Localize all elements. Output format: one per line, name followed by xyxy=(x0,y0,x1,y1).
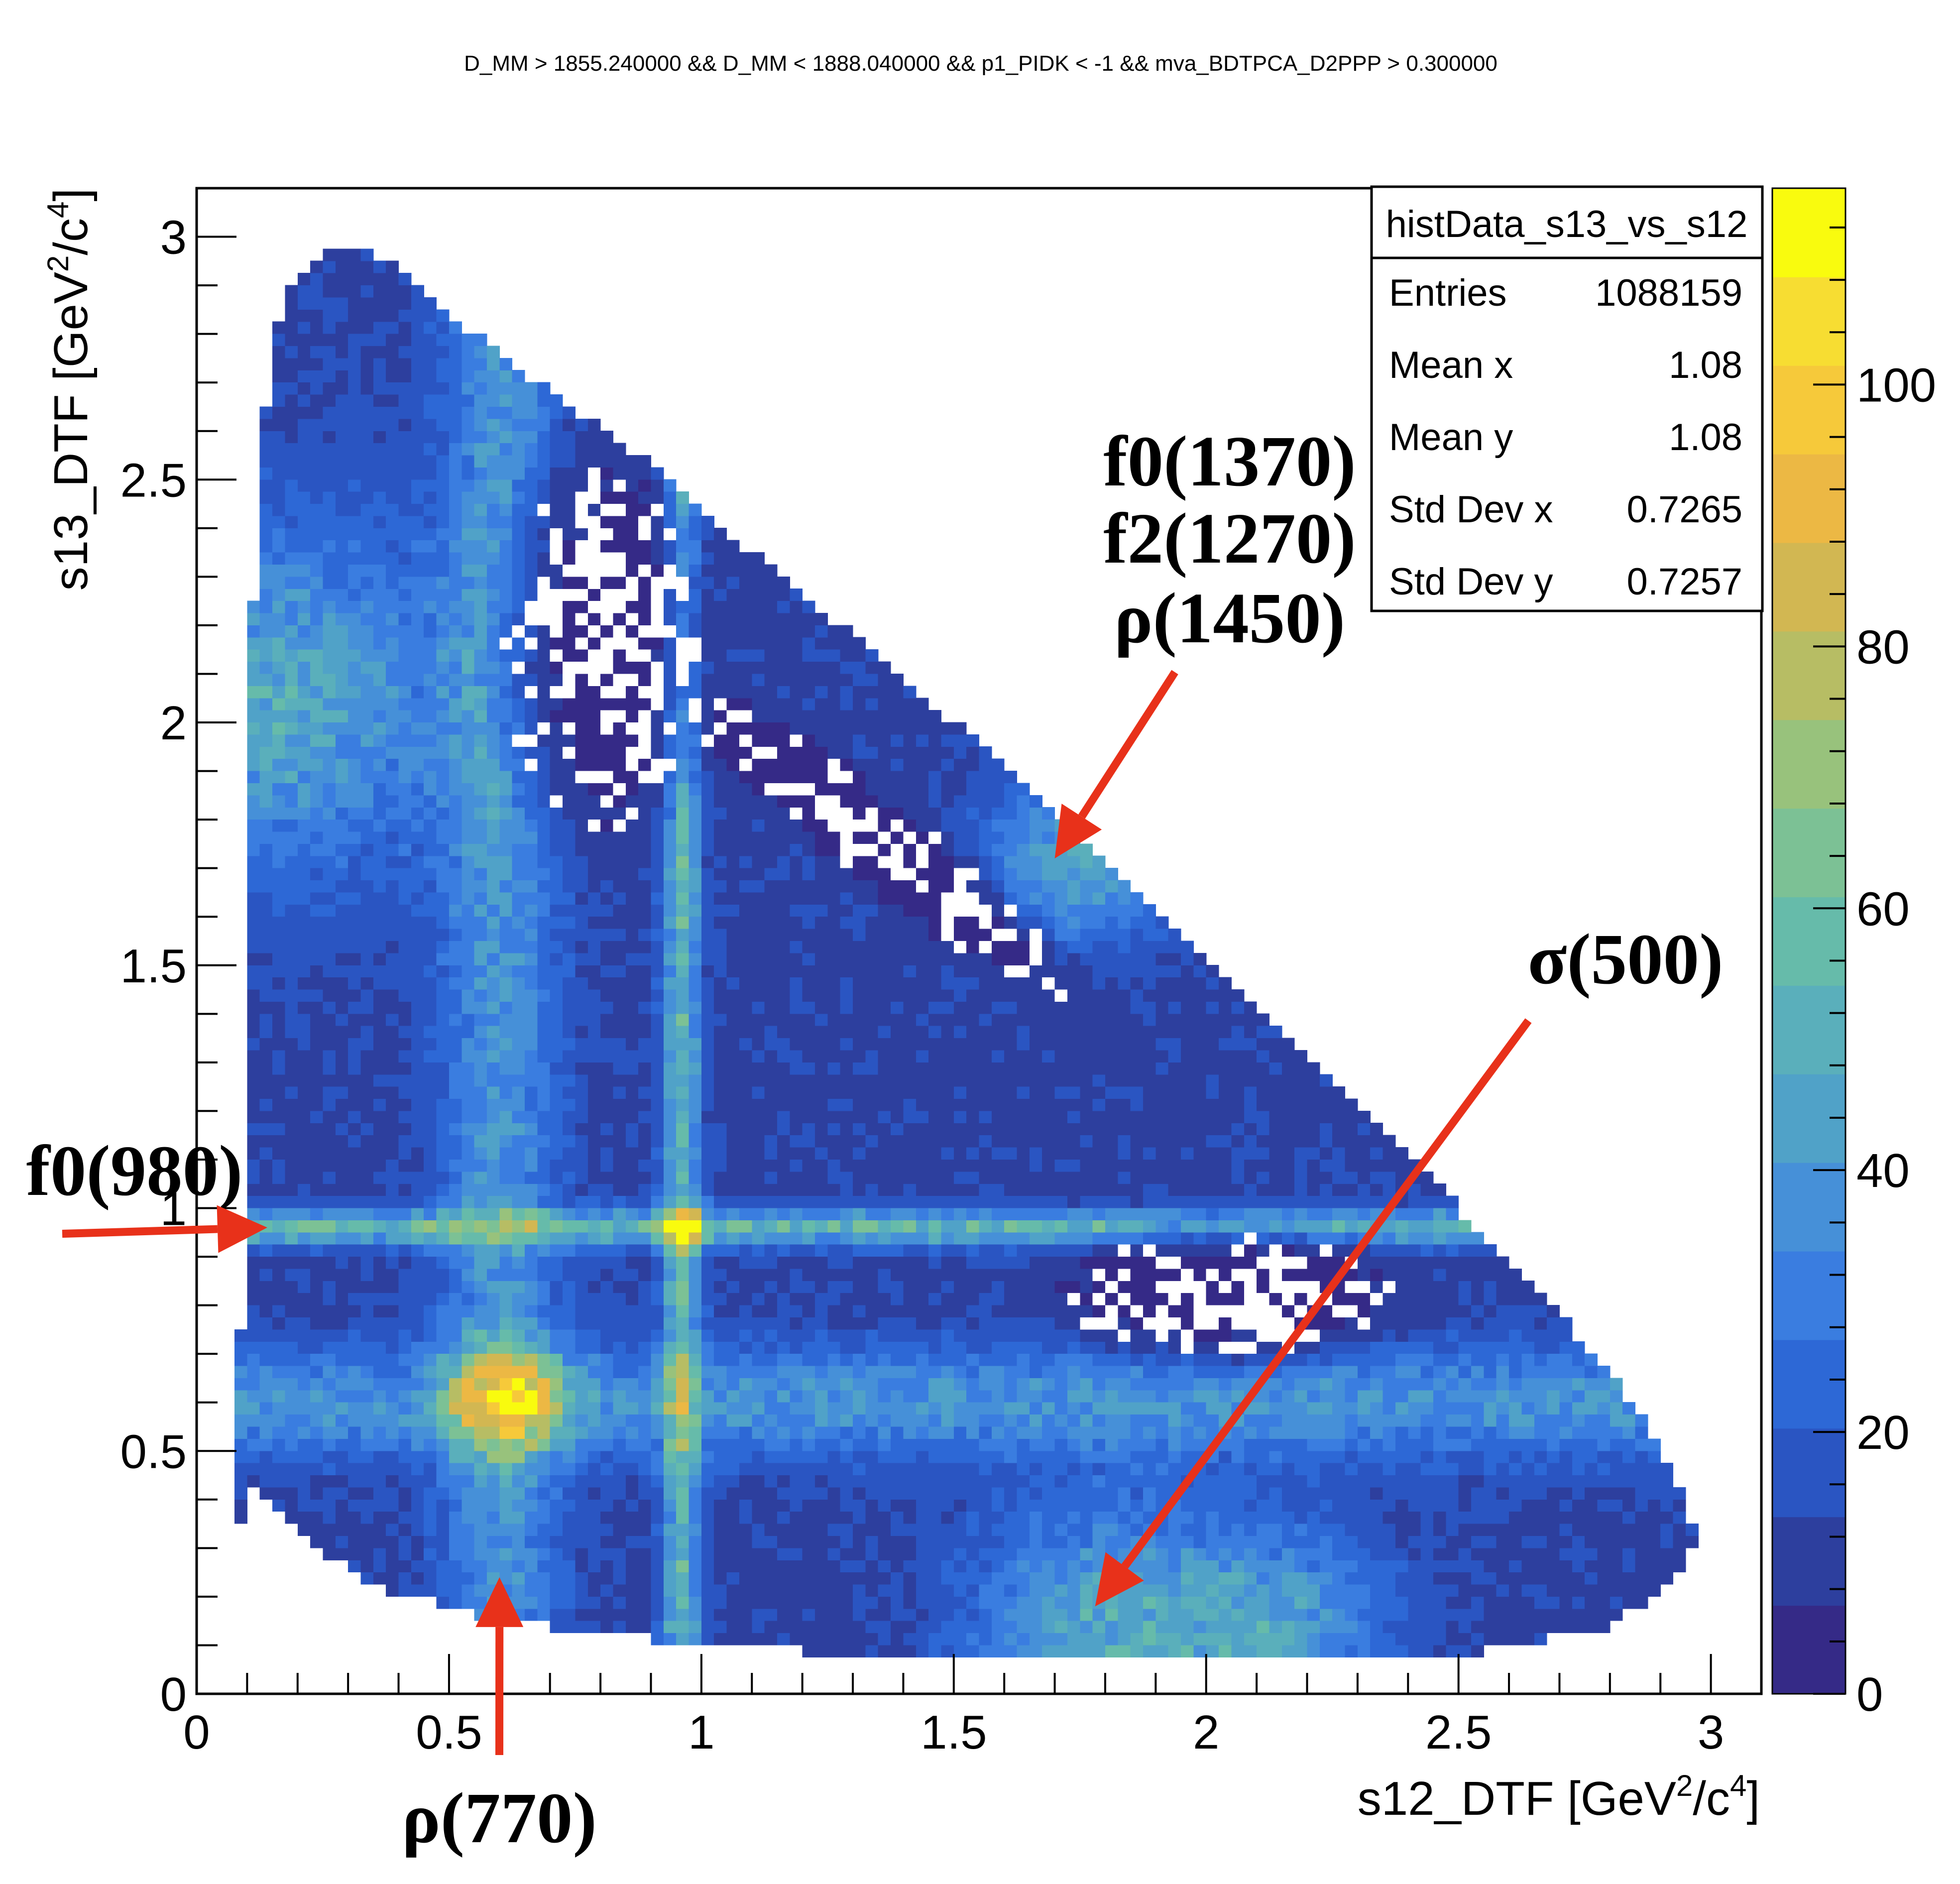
x-tick-label: 2.5 xyxy=(1425,1706,1492,1759)
y-tick-label: 0.5 xyxy=(120,1425,187,1478)
annotation-label: f0(980) xyxy=(26,1131,243,1211)
stats-box: histData_s13_vs_s12 Entries 1088159 Mean x… xyxy=(1370,185,1764,612)
annotation-arrow xyxy=(1054,670,1178,859)
x-tick-label: 1.5 xyxy=(921,1706,987,1759)
color-bar-segment xyxy=(1772,1162,1845,1252)
x-axis: 0 0.5 1 1.5 2 2.5 3 xyxy=(183,1654,1724,1759)
stats-value: 0.7265 xyxy=(1627,488,1742,531)
annotation-label: f0(1370) xyxy=(1103,422,1356,501)
color-bar-segment xyxy=(1772,808,1845,898)
stats-label: Std Dev y xyxy=(1389,561,1553,603)
stats-label: Std Dev x xyxy=(1389,488,1553,531)
x-tick-label: 3 xyxy=(1698,1706,1724,1759)
plot-frame xyxy=(195,187,1763,1695)
color-bar-segment xyxy=(1772,365,1845,455)
colorbar-tick-label: 20 xyxy=(1856,1406,1910,1459)
stats-value: 1088159 xyxy=(1595,272,1742,314)
y-tick-label: 2 xyxy=(160,697,187,750)
color-bar-segment xyxy=(1772,1428,1845,1518)
color-bar-segment xyxy=(1772,1605,1845,1694)
chart-title: D_MM > 1855.240000 && D_MM < 1888.040000… xyxy=(464,51,1498,76)
colorbar-tick-label: 100 xyxy=(1856,358,1936,412)
color-bar-segment xyxy=(1772,897,1845,986)
colorbar-tick-label: 0 xyxy=(1856,1668,1883,1721)
annotation-label: f2(1270) xyxy=(1103,499,1356,579)
color-bar: 0 20 40 60 80 100 xyxy=(1771,187,1936,1721)
heatmap-cells xyxy=(234,248,1699,1657)
annotation-label: ρ(770) xyxy=(402,1778,597,1858)
y-axis-label: s13_DTF [GeV2/c4] xyxy=(41,188,98,590)
colorbar-tick-label: 60 xyxy=(1856,882,1910,936)
annotations: f0(1370)f2(1270)ρ(1450) σ(500) f0(980) ρ(77… xyxy=(26,422,1724,1858)
color-bar-segment xyxy=(1772,1517,1845,1606)
colorbar-tick-label: 40 xyxy=(1856,1144,1910,1197)
x-axis-label: s12_DTF [GeV2/c4] xyxy=(1358,1769,1760,1825)
color-bar-segment xyxy=(1772,1251,1845,1340)
stats-value: 1.08 xyxy=(1669,344,1742,386)
x-tick-label: 0 xyxy=(183,1706,210,1759)
color-bar-segment xyxy=(1772,454,1845,543)
y-tick-label: 2.5 xyxy=(120,454,187,507)
stats-label: Mean x xyxy=(1389,344,1513,386)
color-bar-segment xyxy=(1772,985,1845,1074)
y-tick-label: 3 xyxy=(160,211,187,264)
x-tick-label: 1 xyxy=(688,1706,714,1759)
stats-label: Entries xyxy=(1389,272,1507,314)
x-tick-label: 2 xyxy=(1193,1706,1219,1759)
annotation-arrow xyxy=(62,1205,267,1253)
color-bar-segment xyxy=(1772,631,1845,720)
x-tick-label: 0.5 xyxy=(416,1706,482,1759)
color-bar-segment xyxy=(1772,276,1845,366)
color-bar-segment xyxy=(1772,188,1845,277)
y-tick-label: 1.5 xyxy=(120,940,187,993)
y-axis: 00.511.522.53 xyxy=(120,211,236,1721)
annotation-label: ρ(1450) xyxy=(1114,579,1345,658)
annotation-arrow xyxy=(1095,1018,1532,1607)
stats-value: 0.7257 xyxy=(1627,561,1742,603)
color-bar-segment xyxy=(1772,1339,1845,1429)
stats-label: Mean y xyxy=(1389,416,1513,459)
colorbar-tick-label: 80 xyxy=(1856,620,1910,674)
stats-box-name: histData_s13_vs_s12 xyxy=(1386,203,1748,245)
color-bar-segment xyxy=(1772,719,1845,809)
color-bar-segment xyxy=(1772,542,1845,632)
y-tick-label: 0 xyxy=(160,1668,187,1721)
annotation-label: σ(500) xyxy=(1528,920,1724,999)
annotation-arrow xyxy=(475,1577,524,1756)
stats-value: 1.08 xyxy=(1669,416,1742,459)
